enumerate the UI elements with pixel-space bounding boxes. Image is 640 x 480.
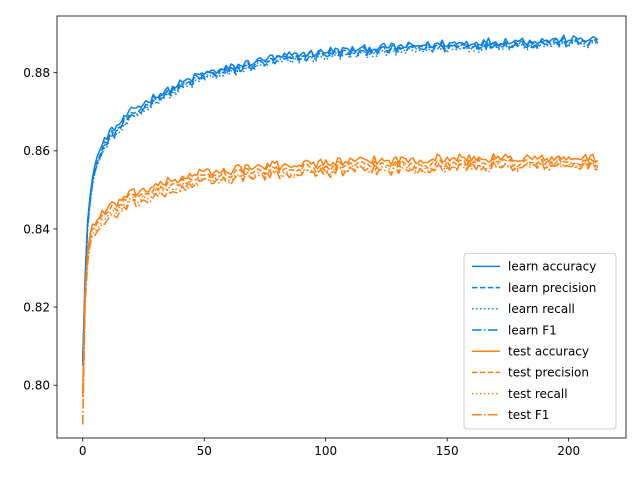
y-tick-label: 0.80 (23, 379, 50, 393)
legend-label: test accuracy (508, 345, 589, 359)
plot-area (82, 34, 599, 425)
series-line-test-precision (82, 156, 598, 398)
series-line-test-accuracy (82, 153, 599, 394)
legend-label: test recall (508, 387, 568, 401)
legend-label: learn F1 (508, 323, 557, 337)
series-line-learn-precision (82, 37, 599, 363)
y-tick-label: 0.82 (23, 300, 50, 314)
legend: learn accuracy learn precision learn recal… (463, 252, 617, 430)
x-tick-label: 200 (557, 444, 580, 458)
axes: 0 50 100 150 200 0.80 0.82 0.84 0.86 0.88 (23, 15, 627, 458)
legend-label: learn accuracy (508, 260, 596, 274)
axes-frame (56, 15, 627, 439)
x-tick-label: 50 (197, 444, 212, 458)
y-tick-label: 0.84 (23, 222, 50, 236)
x-tick-label: 0 (79, 444, 87, 458)
series-line-test-recall (82, 160, 599, 417)
y-tick-label: 0.88 (23, 66, 50, 80)
legend-label: test F1 (508, 408, 549, 422)
legend-box (463, 252, 617, 430)
legend-label: learn recall (508, 302, 575, 316)
series-line-test-f1 (82, 161, 598, 425)
x-tick-label: 150 (436, 444, 459, 458)
series-line-learn-accuracy (82, 34, 599, 359)
y-tick-label: 0.86 (23, 144, 50, 158)
legend-label: learn precision (508, 281, 596, 295)
x-tick-label: 100 (314, 444, 337, 458)
series-line-learn-f1 (82, 39, 599, 367)
legend-label: test precision (508, 366, 589, 380)
